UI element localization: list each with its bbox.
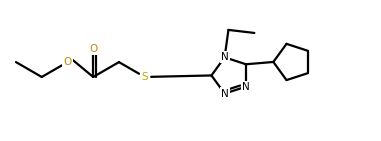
Text: O: O	[63, 57, 72, 67]
Text: S: S	[141, 72, 148, 82]
Text: O: O	[89, 44, 97, 54]
Text: N: N	[221, 52, 229, 62]
Text: N: N	[242, 82, 250, 92]
Text: N: N	[221, 89, 229, 99]
